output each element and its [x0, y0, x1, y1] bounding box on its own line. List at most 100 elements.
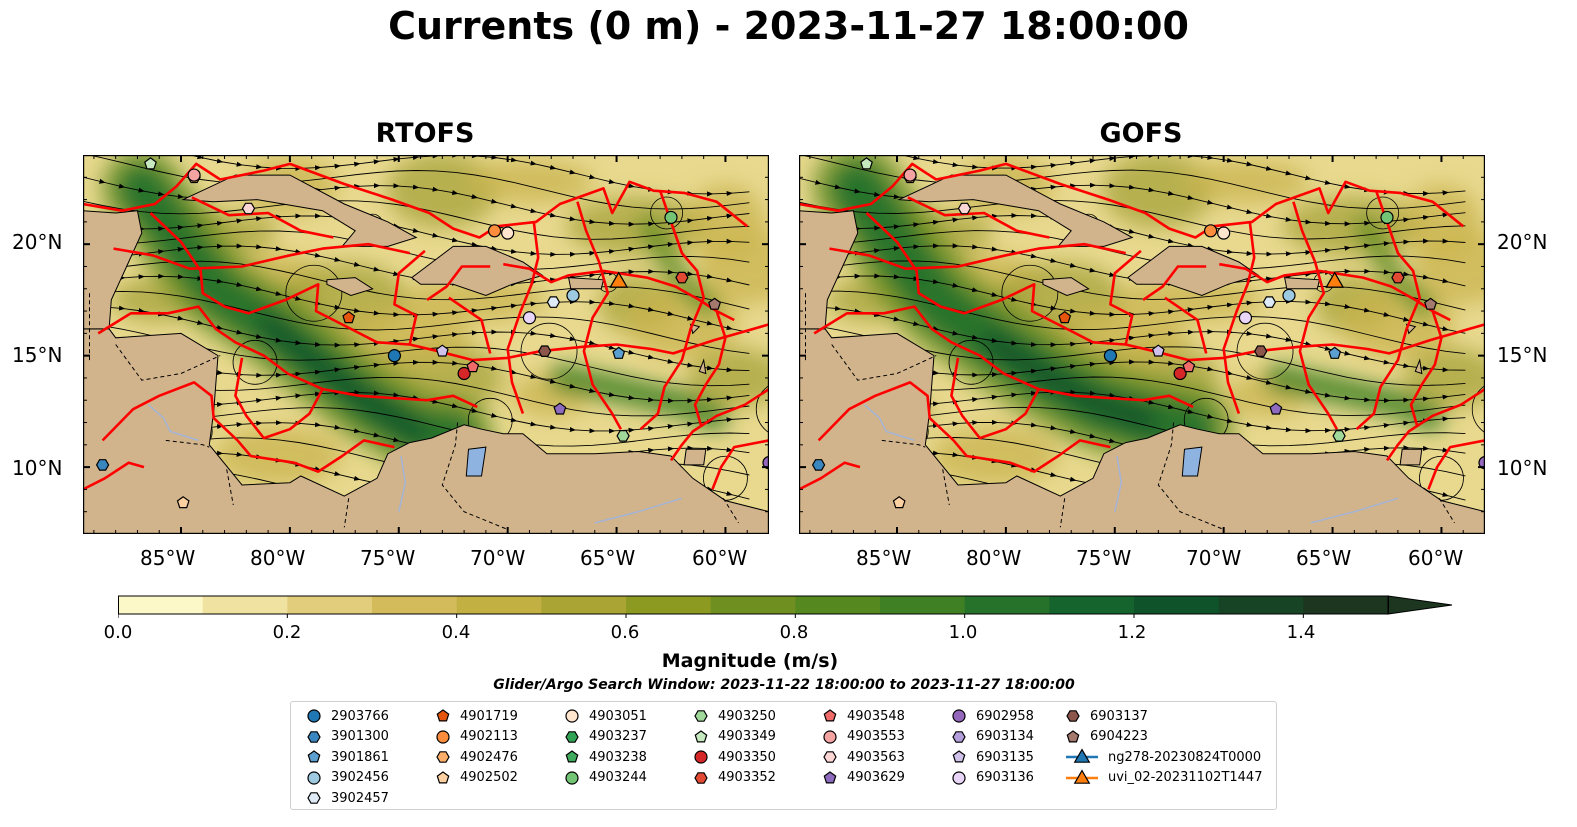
legend-marker-icon [952, 730, 966, 743]
legend-item: 4903349 [692, 727, 776, 747]
lat-tick-10n-right: 10°N [1497, 456, 1548, 480]
colorbar-tick-3: 0.6 [610, 622, 640, 643]
legend-marker-icon [1066, 729, 1080, 742]
legend-item: 3902457 [305, 788, 389, 808]
legend-marker-icon [952, 750, 966, 763]
colorbar-tick-2: 0.4 [441, 622, 471, 643]
colorbar-frame [118, 595, 1389, 615]
legend-label: 4901719 [460, 708, 518, 724]
lon-tick-70w: 70°W [470, 546, 526, 570]
lon-tick-85w-right: 85°W [856, 546, 912, 570]
legend-label: 4903352 [718, 770, 776, 785]
lon-tick-60w: 60°W [692, 546, 748, 570]
float-6904223 [1424, 297, 1438, 310]
float-4903250 [1332, 430, 1346, 442]
legend-label: 6902958 [976, 708, 1034, 724]
lon-tick-85w: 85°W [140, 546, 196, 570]
map-frame [799, 155, 1485, 534]
legend-marker-icon [436, 751, 450, 763]
legend-marker-icon [436, 709, 450, 722]
colorbar-segment [964, 596, 1050, 614]
legend-marker-icon [565, 770, 579, 785]
legend-item: 3901861 [305, 747, 389, 767]
legend-label: 3902457 [331, 790, 389, 806]
float-6903136 [1238, 311, 1253, 325]
legend-label: 4903350 [718, 749, 776, 765]
legend-item: 4903250 [692, 706, 776, 726]
lon-tick-75w-right: 75°W [1076, 546, 1132, 570]
float-6902958 [1478, 456, 1485, 470]
float-2903766 [387, 349, 402, 363]
legend-item: 4903548 [821, 706, 905, 726]
lat-tick-20n: 20°N [12, 230, 63, 254]
float-4903051 [501, 226, 515, 240]
legend-marker-icon [1066, 710, 1080, 722]
eez-boundaries [799, 162, 1485, 491]
float-4903349 [144, 157, 157, 170]
float-4902502 [892, 496, 906, 509]
float-4903350 [1173, 366, 1187, 381]
legend-marker-icon [823, 729, 837, 744]
legend-label: 4902476 [460, 749, 518, 765]
float-6903137 [1254, 345, 1268, 357]
legend-item: 4903238 [563, 747, 647, 767]
legend-marker-icon [565, 750, 579, 763]
legend-marker-icon [307, 770, 321, 785]
colorbar-segment [372, 596, 458, 614]
float-6903135 [1151, 344, 1165, 357]
legend-item: ng278-20230824T0000 [1064, 747, 1261, 767]
legend-marker-icon [436, 770, 450, 783]
legend-label: 4903563 [847, 749, 905, 765]
legend-label: 6903136 [976, 770, 1034, 785]
float-4903563 [241, 202, 256, 215]
legend-label: 6904223 [1090, 729, 1148, 744]
legend-item: 4903352 [692, 768, 776, 788]
lon-tick-65w: 65°W [580, 546, 636, 570]
legend-label: 4903548 [847, 708, 905, 724]
country-borders [805, 293, 1455, 530]
legend-item: 4903629 [821, 768, 905, 788]
legend-label: 4903349 [718, 729, 776, 744]
float-4903548 [1182, 360, 1196, 373]
float-4901719 [342, 310, 356, 324]
lake [465, 446, 487, 477]
float-4903548 [466, 360, 480, 373]
legend: 2903766 3901300 3901861 3902456 3902457 49017… [290, 701, 1277, 810]
lon-tick-80w: 80°W [250, 546, 306, 570]
legend-item: 4903563 [821, 747, 905, 767]
lat-tick-15n-right: 15°N [1497, 343, 1548, 367]
float-3902457 [1262, 296, 1277, 308]
colorbar-tick-6: 1.2 [1117, 622, 1147, 643]
legend-item: 4901719 [434, 706, 518, 726]
legend-item: 6903135 [950, 747, 1034, 767]
colorbar-segment [626, 596, 712, 614]
float-markers [811, 157, 1485, 509]
legend-item: 4903553 [821, 727, 905, 747]
colorbar-extend-arrow [1387, 595, 1453, 615]
float-3902456 [566, 288, 580, 303]
map-rtofs[interactable] [83, 155, 769, 534]
float-4903051 [1217, 226, 1231, 240]
colorbar-tick-4: 0.8 [779, 622, 809, 643]
legend-label: 4903244 [589, 770, 647, 785]
land [83, 174, 769, 534]
legend-marker-icon [823, 751, 837, 763]
panel-title-rtofs: RTOFS [375, 118, 475, 149]
glider-uvi_02-20231102T1447 [609, 271, 629, 288]
colorbar-title: Magnitude (m/s) [661, 650, 839, 672]
legend-item: 6904223 [1064, 727, 1148, 747]
colorbar-segment [202, 596, 288, 614]
legend-marker-icon [823, 770, 837, 783]
lake [1181, 446, 1203, 477]
legend-label: 4903629 [847, 770, 905, 785]
float-4902502 [176, 496, 190, 509]
map-gofs[interactable] [799, 155, 1485, 534]
search-window-text: Glider/Argo Search Window: 2023-11-22 18… [493, 677, 1075, 693]
legend-marker-icon [952, 770, 966, 785]
legend-item: 6903134 [950, 727, 1034, 747]
glider-uvi_02-20231102T1447 [1325, 271, 1345, 288]
float-3901300 [95, 459, 110, 471]
legend-marker-icon [307, 709, 321, 723]
legend-label: 4902502 [460, 770, 518, 785]
float-3902457 [546, 296, 561, 308]
